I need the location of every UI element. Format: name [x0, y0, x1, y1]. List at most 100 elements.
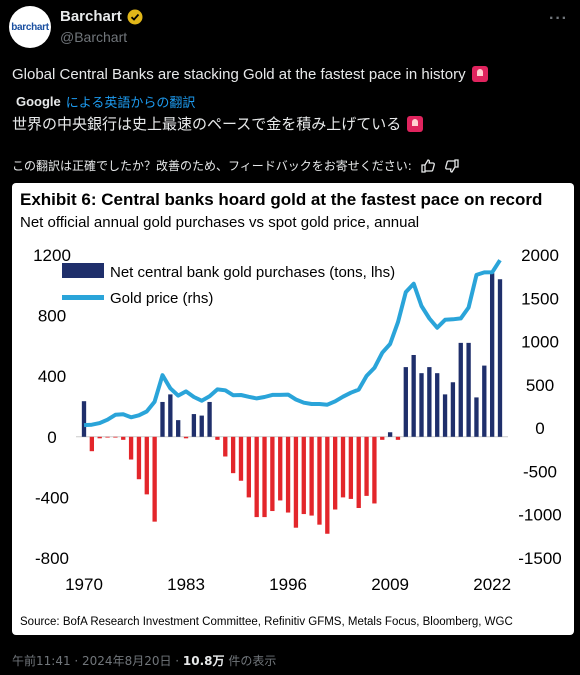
purchase-bar-1990: [238, 436, 244, 481]
y-left-tick-800: 800: [38, 307, 66, 326]
purchase-bar-2008: [380, 436, 385, 440]
purchase-bar-2012: [411, 354, 416, 437]
y-right-tick-0: 0: [535, 419, 544, 438]
chart-subtitle: Net official annual gold purchases vs sp…: [20, 214, 419, 231]
purchase-bar-1978: [144, 436, 149, 495]
thumbs-down-icon[interactable]: [444, 158, 460, 174]
purchase-bar-1994: [270, 436, 275, 512]
purchase-bar-1985: [199, 415, 204, 437]
purchase-bar-2016: [442, 394, 448, 437]
translation-credit[interactable]: Google による英語からの翻訳: [16, 92, 195, 111]
purchase-bar-1992: [254, 436, 259, 518]
y-left-tick-1200: 1200: [33, 246, 71, 265]
translated-text: 世界の中央銀行は史上最速のペースで金を積み上げている: [12, 115, 402, 133]
purchase-bar-2010: [395, 436, 401, 440]
purchase-bar-1995: [278, 436, 283, 501]
translation-credit-text[interactable]: による英語からの翻訳: [65, 95, 196, 110]
purchase-bar-2006: [364, 436, 369, 496]
account-name[interactable]: Barchart: [60, 8, 122, 25]
y-left-tick-400: 400: [38, 367, 66, 386]
purchase-bar-2013: [419, 373, 424, 437]
x-tick-1970: 1970: [65, 575, 103, 594]
purchase-bar-1971: [89, 436, 95, 452]
chart-svg: Exhibit 6: Central banks hoard gold at t…: [20, 190, 562, 628]
account-name-row[interactable]: Barchart: [60, 8, 143, 25]
siren-emoji-icon: [471, 66, 488, 82]
feedback-text: この翻訳は正確でしたか？改善のため、フィードバックをお寄せください:: [12, 159, 412, 173]
purchase-bar-1977: [136, 436, 142, 480]
purchase-bar-1996: [285, 436, 291, 513]
tweet-footer: 午前11:41 · 2024年8月20日 · 10.8万 件の表示: [12, 652, 276, 669]
y-right-tick--1000: -1000: [518, 506, 561, 525]
purchase-bar-2000: [317, 436, 322, 525]
x-tick-1983: 1983: [167, 575, 205, 594]
x-tick-1996: 1996: [269, 575, 307, 594]
legend-bars-swatch: [62, 263, 104, 278]
tweet-text-row: Global Central Banks are stacking Gold a…: [12, 66, 488, 83]
purchase-bar-1984: [191, 414, 197, 437]
purchase-bar-1979: [152, 436, 157, 522]
y-right-tick--1500: -1500: [518, 549, 561, 568]
purchase-bar-2004: [348, 436, 354, 499]
purchase-bar-2009: [387, 432, 393, 437]
translation-feedback: この翻訳は正確でしたか？改善のため、フィードバックをお寄せください:: [12, 157, 460, 174]
account-logo-text: barchart: [11, 21, 49, 33]
purchase-bar-1998: [301, 436, 306, 515]
purchase-bar-1983: [183, 436, 189, 439]
verified-badge-icon: [127, 9, 143, 24]
y-left-tick--400: -400: [35, 488, 69, 507]
purchase-bar-1974: [113, 436, 118, 438]
translated-text-row: 世界の中央銀行は史上最速のペースで金を積み上げている: [12, 113, 424, 134]
account-avatar[interactable]: barchart: [9, 6, 51, 48]
purchase-bar-2023: [497, 279, 503, 437]
chart-title: Exhibit 6: Central banks hoard gold at t…: [20, 190, 542, 209]
purchase-bar-1970: [81, 401, 87, 437]
thumbs-up-icon[interactable]: [420, 158, 436, 174]
purchase-bar-1988: [223, 436, 228, 457]
gold-price-line: [83, 259, 502, 428]
legend-line-label: Gold price (rhs): [110, 290, 213, 307]
purchase-bar-1987: [215, 436, 220, 440]
legend-bars-label: Net central bank gold purchases (tons, l…: [110, 264, 395, 281]
y-right-tick-500: 500: [526, 376, 554, 395]
purchase-bar-2014: [427, 367, 432, 437]
y-left-tick--800: -800: [35, 549, 69, 568]
view-count-suffix: 件の表示: [224, 654, 277, 668]
x-tick-2022: 2022: [473, 575, 511, 594]
purchase-bar-1986: [207, 401, 212, 437]
purchase-bar-2015: [435, 373, 440, 437]
account-handle[interactable]: @Barchart: [60, 29, 128, 45]
purchase-bar-2020: [474, 397, 479, 437]
purchase-bar-2003: [340, 436, 346, 498]
chart-source: Source: BofA Research Investment Committ…: [20, 616, 513, 628]
purchase-bar-2002: [333, 436, 338, 510]
purchase-bar-1997: [293, 436, 299, 528]
y-right-tick-1000: 1000: [521, 333, 559, 352]
tweet-text: Global Central Banks are stacking Gold a…: [12, 66, 466, 83]
purchase-bar-1980: [160, 401, 165, 437]
purchase-bar-2019: [466, 342, 471, 437]
purchase-bar-1991: [246, 436, 251, 498]
purchase-bar-2017: [450, 382, 456, 437]
purchase-bar-1973: [105, 436, 110, 438]
purchase-bar-1993: [262, 436, 267, 518]
tweet-timestamp[interactable]: 午前11:41 · 2024年8月20日 ·: [12, 654, 183, 668]
y-right-tick-2000: 2000: [521, 246, 559, 265]
purchase-bar-2011: [403, 367, 408, 437]
purchase-bar-1981: [168, 394, 173, 437]
purchase-bar-1999: [309, 436, 314, 516]
purchase-bar-1976: [128, 436, 134, 460]
y-left-tick-0: 0: [47, 428, 56, 447]
purchase-bar-2005: [356, 436, 361, 509]
siren-emoji-icon-2: [407, 116, 424, 132]
y-right-tick--500: -500: [523, 462, 557, 481]
y-right-tick-1500: 1500: [521, 289, 559, 308]
legend-line-swatch: [62, 295, 104, 300]
purchase-bar-1989: [230, 436, 236, 474]
x-tick-2009: 2009: [371, 575, 409, 594]
purchase-bar-2022: [489, 273, 495, 437]
purchase-bar-1975: [121, 436, 126, 440]
more-options-icon[interactable]: ···: [549, 10, 568, 27]
chart-image[interactable]: Exhibit 6: Central banks hoard gold at t…: [12, 183, 574, 635]
view-count: 10.8万: [182, 654, 225, 668]
